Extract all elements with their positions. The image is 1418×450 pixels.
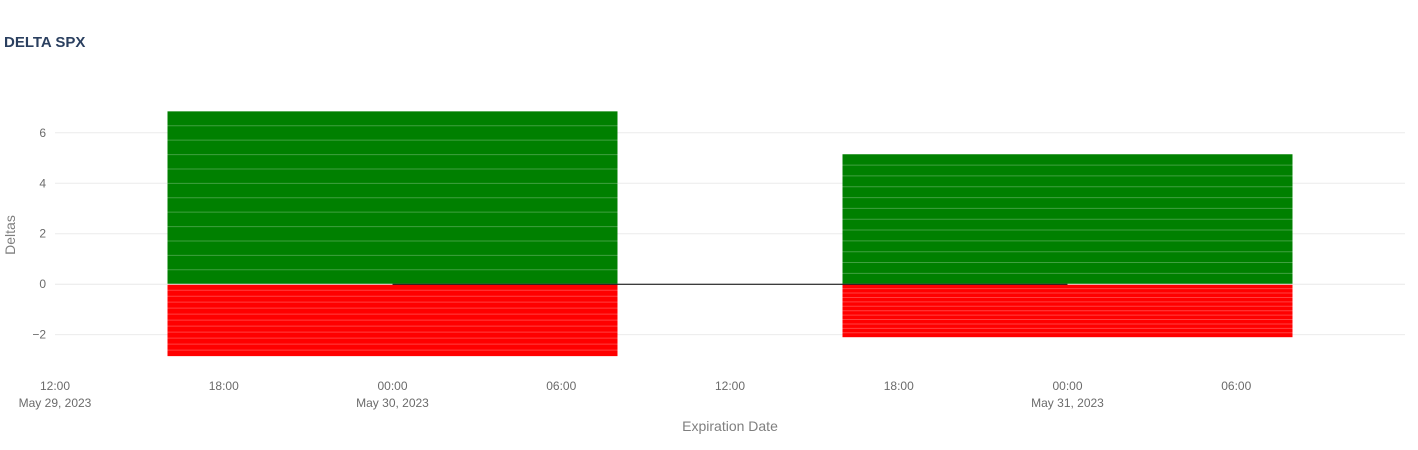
x-tick-label: 06:00 [1221, 379, 1251, 393]
y-tick-label: 4 [39, 176, 46, 190]
x-tick-label: 00:00 [377, 379, 407, 393]
y-axis-ticks: 6 4 2 0 −2 [32, 126, 46, 342]
y-tick-label: 6 [39, 126, 46, 140]
x-tick-label: 18:00 [884, 379, 914, 393]
x-tick-sublabel: May 30, 2023 [356, 396, 429, 410]
x-axis-title: Expiration Date [682, 418, 778, 434]
y-tick-label: −2 [32, 328, 46, 342]
bar [167, 284, 618, 357]
x-tick-label: 12:00 [40, 379, 70, 393]
x-tick-label: 00:00 [1052, 379, 1082, 393]
x-axis-ticks: 12:00 May 29, 2023 18:00 00:00 May 30, 2023 0… [19, 379, 1252, 410]
x-tick-sublabel: May 31, 2023 [1031, 396, 1104, 410]
y-tick-label: 2 [39, 227, 46, 241]
x-tick-label: 18:00 [209, 379, 239, 393]
bar [167, 111, 618, 285]
chart-title: DELTA SPX [4, 34, 86, 51]
bar [842, 154, 1293, 285]
x-tick-label: 06:00 [546, 379, 576, 393]
bars [167, 111, 1293, 357]
bar [842, 284, 1293, 338]
y-tick-label: 0 [39, 277, 46, 291]
x-tick-sublabel: May 29, 2023 [19, 396, 92, 410]
x-tick-label: 12:00 [715, 379, 745, 393]
y-axis-title: Deltas [2, 215, 18, 255]
